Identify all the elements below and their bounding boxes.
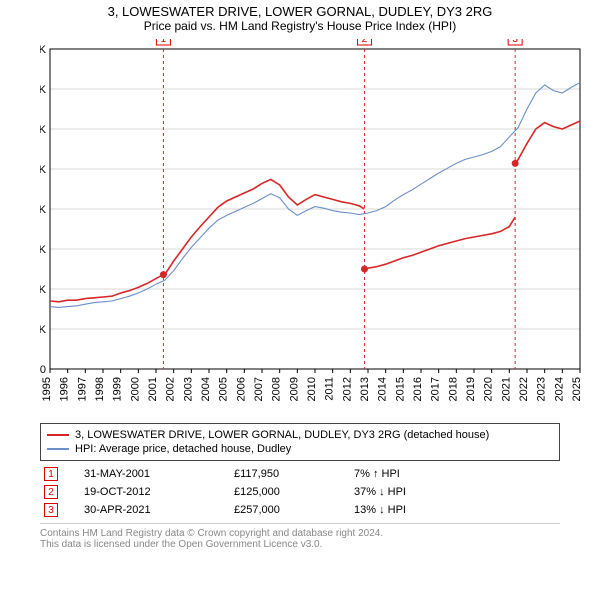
x-tick-label: 2016 xyxy=(412,377,424,401)
x-tick-label: 2007 xyxy=(253,377,265,401)
x-tick-label: 2024 xyxy=(553,377,565,401)
y-tick-label: £300K xyxy=(40,124,47,136)
event-date: 30-APR-2021 xyxy=(80,501,230,519)
event-marker: 3 xyxy=(44,503,58,517)
x-tick-label: 1997 xyxy=(76,377,88,401)
y-tick-label: £350K xyxy=(40,84,47,96)
legend: 3, LOWESWATER DRIVE, LOWER GORNAL, DUDLE… xyxy=(40,423,560,461)
x-tick-label: 2021 xyxy=(500,377,512,401)
x-tick-label: 2025 xyxy=(571,377,583,401)
y-tick-label: £0 xyxy=(40,364,46,376)
x-tick-label: 1999 xyxy=(112,377,124,401)
chart-subtitle: Price paid vs. HM Land Registry's House … xyxy=(0,19,600,39)
event-delta: 7% ↑ HPI xyxy=(350,465,560,483)
event-delta: 13% ↓ HPI xyxy=(350,501,560,519)
x-tick-label: 1996 xyxy=(59,377,71,401)
event-price: £125,000 xyxy=(230,483,350,501)
x-tick-label: 2020 xyxy=(483,377,495,401)
event-price: £257,000 xyxy=(230,501,350,519)
x-tick-label: 2015 xyxy=(394,377,406,401)
footer-line-2: This data is licensed under the Open Gov… xyxy=(40,539,560,550)
legend-label: 3, LOWESWATER DRIVE, LOWER GORNAL, DUDLE… xyxy=(75,429,489,441)
x-tick-label: 2019 xyxy=(465,377,477,401)
chart-title: 3, LOWESWATER DRIVE, LOWER GORNAL, DUDLE… xyxy=(0,0,600,19)
legend-swatch xyxy=(47,434,69,436)
y-tick-label: £150K xyxy=(40,244,47,256)
x-tick-label: 2014 xyxy=(377,377,389,401)
event-marker-number: 3 xyxy=(512,39,518,45)
legend-label: HPI: Average price, detached house, Dudl… xyxy=(75,443,291,455)
y-tick-label: £400K xyxy=(40,44,47,56)
event-delta: 37% ↓ HPI xyxy=(350,483,560,501)
x-tick-label: 1998 xyxy=(94,377,106,401)
event-date: 19-OCT-2012 xyxy=(80,483,230,501)
x-tick-label: 2022 xyxy=(518,377,530,401)
chart-area: £0 £50K £100K £150K £200K £250K £300K £350K £400… xyxy=(40,39,600,419)
x-tick-label: 2023 xyxy=(536,377,548,401)
x-tick-label: 2004 xyxy=(200,377,212,401)
x-tick-label: 2009 xyxy=(288,377,300,401)
events-table: 1 31-MAY-2001£117,9507% ↑ HPI 2 19-OCT-2012… xyxy=(40,465,560,519)
x-tick-label: 2008 xyxy=(271,377,283,401)
x-tick-label: 2010 xyxy=(306,377,318,401)
x-tick-label: 2003 xyxy=(182,377,194,401)
event-price: £117,950 xyxy=(230,465,350,483)
x-tick-label: 2002 xyxy=(165,377,177,401)
y-tick-label: £100K xyxy=(40,284,47,296)
event-row: 3 30-APR-2021£257,00013% ↓ HPI xyxy=(40,501,560,519)
x-tick-label: 2012 xyxy=(341,377,353,401)
x-tick-label: 1995 xyxy=(41,377,53,401)
chart-footer: Contains HM Land Registry data © Crown c… xyxy=(40,523,560,550)
x-tick-label: 2000 xyxy=(129,377,141,401)
x-tick-label: 2005 xyxy=(218,377,230,401)
legend-row: HPI: Average price, detached house, Dudl… xyxy=(47,442,553,456)
x-tick-label: 2001 xyxy=(147,377,159,401)
y-tick-label: £50K xyxy=(40,324,47,336)
x-tick-label: 2017 xyxy=(430,377,442,401)
x-tick-label: 2018 xyxy=(447,377,459,401)
y-tick-label: £250K xyxy=(40,164,47,176)
x-tick-label: 2011 xyxy=(324,377,336,401)
y-tick-label: £200K xyxy=(40,204,47,216)
event-row: 2 19-OCT-2012£125,00037% ↓ HPI xyxy=(40,483,560,501)
legend-row: 3, LOWESWATER DRIVE, LOWER GORNAL, DUDLE… xyxy=(47,428,553,442)
event-marker: 1 xyxy=(44,467,58,481)
footer-line-1: Contains HM Land Registry data © Crown c… xyxy=(40,528,560,539)
event-marker-number: 1 xyxy=(161,39,167,45)
line-chart: £0 £50K £100K £150K £200K £250K £300K £350K £400… xyxy=(40,39,600,419)
event-row: 1 31-MAY-2001£117,9507% ↑ HPI xyxy=(40,465,560,483)
legend-swatch xyxy=(47,448,69,450)
event-marker: 2 xyxy=(44,485,58,499)
x-tick-label: 2006 xyxy=(235,377,247,401)
event-date: 31-MAY-2001 xyxy=(80,465,230,483)
x-tick-label: 2013 xyxy=(359,377,371,401)
event-marker-number: 2 xyxy=(362,39,368,45)
